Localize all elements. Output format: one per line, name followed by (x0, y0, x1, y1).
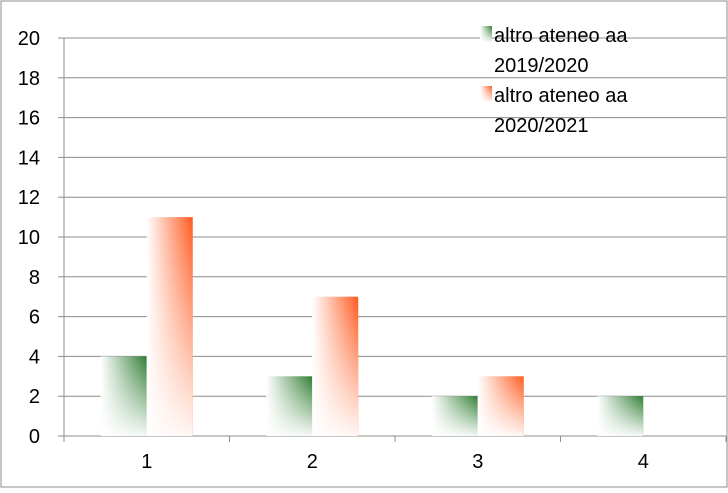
y-tick-label: 6 (29, 307, 40, 329)
bar (597, 396, 644, 436)
bar (266, 376, 313, 436)
x-tick-label: 1 (141, 451, 152, 473)
y-tick-label: 0 (29, 426, 40, 448)
y-tick-label: 16 (18, 108, 40, 130)
bar (312, 296, 359, 436)
y-tick-label: 4 (29, 346, 40, 368)
legend-label: altro ateneo aa 2019/2020 (494, 25, 628, 77)
legend-label: altro ateneo aa 2020/2021 (494, 85, 628, 137)
y-tick-label: 18 (18, 68, 40, 90)
bar (100, 356, 147, 436)
x-tick-label: 4 (638, 451, 649, 473)
y-tick-label: 2 (29, 386, 40, 408)
bar (431, 396, 478, 436)
legend-swatch (480, 86, 492, 102)
x-tick-label: 3 (472, 451, 483, 473)
bar (477, 376, 524, 436)
y-tick-label: 8 (29, 267, 40, 289)
y-tick-label: 20 (18, 28, 40, 50)
x-tick-label: 2 (307, 451, 318, 473)
bar (146, 217, 193, 436)
y-tick-label: 10 (18, 227, 40, 249)
y-tick-label: 14 (18, 147, 40, 169)
legend-swatch (480, 26, 492, 42)
y-tick-label: 12 (18, 187, 40, 209)
